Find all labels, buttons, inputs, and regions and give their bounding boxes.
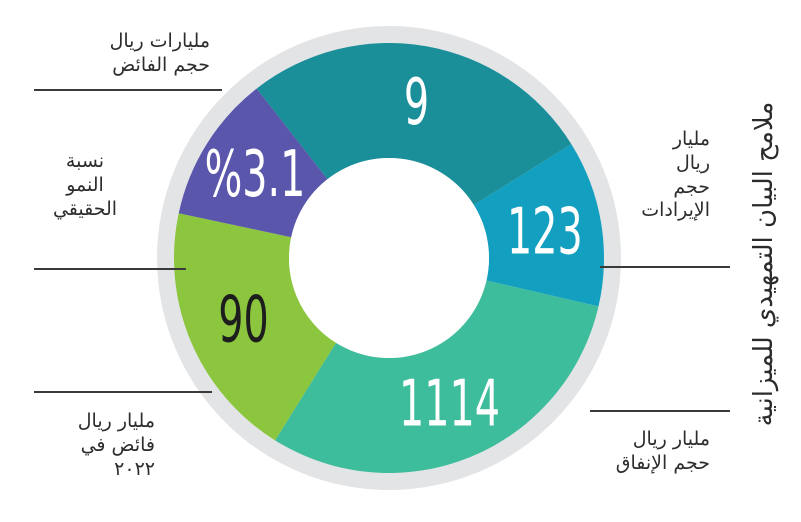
segment-value-labels: 9 123 1114 90 %3.1 xyxy=(205,65,583,441)
divider-growth xyxy=(34,268,186,270)
divider-spending xyxy=(590,410,730,412)
segment-revenues xyxy=(473,144,604,307)
caption-line: مليارات ريال xyxy=(109,30,210,52)
caption-line: النمو xyxy=(66,173,104,196)
caption-line: الإيرادات xyxy=(641,199,710,222)
caption-line: نسبة xyxy=(65,150,105,172)
segment-spending xyxy=(275,280,599,473)
caption-line: مليار ريال xyxy=(77,410,155,432)
divider-surplus-2022 xyxy=(34,391,212,393)
caption-surplus-2022: مليار ريال فائض في ٢٠٢٢ xyxy=(40,410,155,481)
caption-line: حجم xyxy=(673,175,710,198)
caption-spending: مليار ريال حجم الإنفاق xyxy=(580,428,710,476)
segment-real-growth xyxy=(178,88,328,238)
chart-title-container: ملامح البيان التمهيدي للميزانية xyxy=(738,14,790,514)
segment-real-growth-value: %3.1 xyxy=(205,137,306,212)
donut-segments xyxy=(173,43,604,473)
divider-surplus xyxy=(34,89,222,91)
caption-line: حجم الفائض xyxy=(112,53,210,76)
donut-hole xyxy=(289,158,489,358)
caption-surplus-size: مليارات ريال حجم الفائض xyxy=(40,30,210,78)
segment-surplus xyxy=(256,43,572,206)
chart-title: ملامح البيان التمهيدي للميزانية xyxy=(749,101,779,427)
caption-line: الحقيقي xyxy=(52,197,118,220)
caption-line: فائض في xyxy=(80,433,155,456)
segment-revenues-value: 123 xyxy=(507,195,583,270)
caption-real-growth: نسبة النمو الحقيقي xyxy=(40,150,130,221)
segment-spending-value: 1114 xyxy=(399,367,500,442)
caption-revenues: مليار ريال حجم الإيرادات xyxy=(622,128,710,223)
divider-revenues xyxy=(600,266,730,268)
caption-line: مليار xyxy=(672,128,710,150)
caption-line: ٢٠٢٢ xyxy=(114,457,155,480)
segment-surplus-2022-value: 90 xyxy=(218,282,268,357)
caption-line: مليار ريال xyxy=(632,428,710,450)
caption-line: ريال xyxy=(675,151,710,174)
segment-surplus-2022 xyxy=(173,213,337,441)
segment-surplus-value: 9 xyxy=(404,65,429,140)
caption-line: حجم الإنفاق xyxy=(615,451,710,474)
